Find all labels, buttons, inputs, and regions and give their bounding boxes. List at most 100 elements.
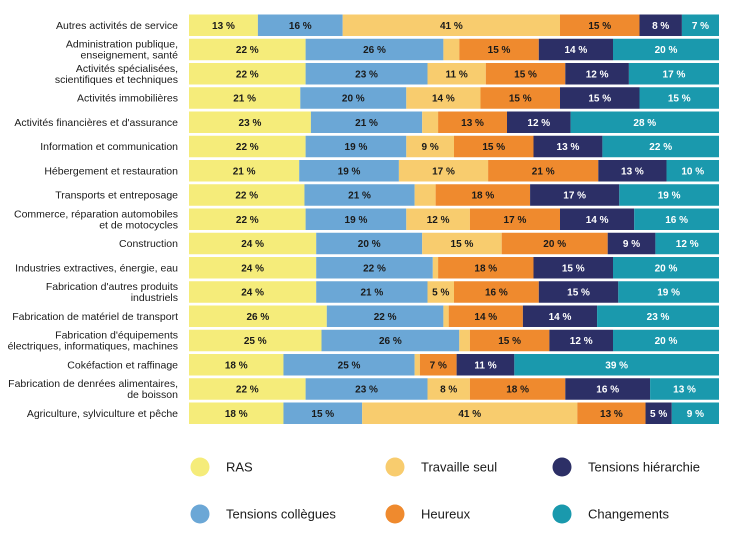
data-label: 15 % — [498, 336, 521, 347]
data-label: 12 % — [676, 239, 699, 250]
bar-segment-heureux — [448, 305, 523, 327]
bar-segment-ras — [189, 38, 306, 61]
bar-segment-tensions-collegues — [305, 378, 428, 400]
data-label: 23 % — [355, 385, 378, 396]
data-label: 20 % — [358, 239, 381, 250]
bar-segment-heureux — [480, 87, 560, 109]
bar-segment-ras — [189, 402, 284, 424]
category-labels: Autres activités de service Administratio… — [8, 20, 179, 420]
bar-segment-tensions-hierarchie — [549, 329, 613, 352]
bar-segment-tensions-hierarchie — [456, 354, 515, 376]
data-label: 15 % — [567, 288, 590, 299]
data-label: 18 % — [225, 409, 248, 420]
data-label: 18 % — [471, 191, 494, 202]
data-label: 21 % — [532, 166, 555, 177]
data-label: 9 % — [422, 142, 439, 153]
bar-segment-heureux — [454, 135, 534, 158]
data-label: 10 % — [681, 166, 704, 177]
bar-segment-tensions-collegues — [316, 257, 433, 279]
data-label: 22 % — [374, 312, 397, 323]
data-label: 15 % — [451, 239, 474, 250]
bar-segment-tensions-hierarchie — [598, 160, 667, 182]
bar-segment-heureux — [501, 232, 608, 255]
data-label: 41 % — [458, 409, 481, 420]
bar-segment-tensions-hierarchie — [538, 281, 619, 303]
category-label: Agriculture, sylviculture et pêche — [27, 408, 178, 420]
bar-segment-tensions-hierarchie — [560, 87, 640, 109]
data-label: 8 % — [440, 385, 457, 396]
bar-segment-travaille-seul — [406, 87, 481, 109]
data-label: 26 % — [247, 312, 270, 323]
data-label: 22 % — [363, 263, 386, 274]
data-label: 23 % — [647, 312, 670, 323]
bar-segment-tensions-hierarchie — [533, 257, 613, 279]
bar-segment-changements — [666, 160, 719, 182]
bar-segment-tensions-collegues — [300, 87, 407, 109]
bar-segment-changements — [681, 14, 719, 36]
data-label: 25 % — [338, 360, 361, 371]
bar-segment-travaille-seul — [443, 305, 449, 327]
data-label: 24 % — [241, 288, 264, 299]
category-label: Fabrication d'équipements électriques, in… — [8, 330, 178, 353]
legend: RAS Travaille seul Tensions hiérarchie Tens… — [190, 457, 700, 524]
bar-segment-tensions-hierarchie — [560, 208, 635, 230]
category-label: Commerce, réparation automobiles et de mo… — [14, 208, 178, 231]
legend-item-ras: RAS — [190, 457, 253, 477]
data-label: 15 % — [488, 45, 511, 56]
category-label: Administration publique, enseignement, sa… — [66, 39, 178, 62]
category-label: Autres activités de service — [56, 20, 178, 32]
bar-segment-tensions-collegues — [304, 184, 415, 206]
bar-segment-travaille-seul — [406, 135, 454, 158]
bar-segment-travaille-seul — [398, 160, 489, 182]
legend-item-changements: Changements — [552, 504, 669, 524]
legend-label: Changements — [588, 507, 669, 522]
data-label: 11 % — [446, 69, 468, 80]
bar-segment-tensions-hierarchie — [645, 402, 672, 424]
bar-segment-heureux — [438, 111, 507, 133]
data-label: 22 % — [236, 385, 259, 396]
bar-segment-changements — [613, 38, 719, 61]
legend-swatch — [552, 457, 572, 477]
data-label: 8 % — [652, 21, 669, 32]
data-label: 22 % — [236, 45, 259, 56]
legend-item-travaille-seul: Travaille seul — [385, 457, 497, 477]
category-label: Information et communication — [40, 141, 178, 153]
data-label: 7 % — [430, 360, 447, 371]
data-label: 7 % — [692, 21, 709, 32]
category-label: Transports et entreposage — [55, 190, 178, 202]
bar-segment-tensions-collegues — [316, 281, 428, 303]
legend-item-heureux: Heureux — [385, 504, 471, 524]
data-label: 14 % — [432, 94, 455, 105]
data-label: 20 % — [655, 45, 678, 56]
legend-swatch — [385, 504, 405, 524]
data-label: 22 % — [235, 191, 258, 202]
data-label: 13 % — [600, 409, 623, 420]
bar-segment-ras — [189, 305, 327, 327]
data-label: 21 % — [348, 191, 371, 202]
data-label: 12 % — [527, 118, 550, 129]
data-label: 26 % — [363, 45, 386, 56]
data-label: 13 % — [557, 142, 580, 153]
category-label: Hébergement et restauration — [44, 165, 178, 177]
bar-segment-tensions-collegues — [299, 160, 399, 182]
bar-segment-travaille-seul — [427, 281, 454, 303]
bar-segment-changements — [618, 281, 719, 303]
data-label: 16 % — [485, 288, 508, 299]
legend-label: Tensions hiérarchie — [588, 460, 700, 475]
bar-segment-tensions-hierarchie — [507, 111, 571, 133]
bar-segment-heureux — [469, 208, 560, 230]
data-label: 12 % — [570, 336, 593, 347]
bar-segment-travaille-seul — [443, 38, 460, 61]
data-label: 25 % — [244, 336, 267, 347]
data-label: 18 % — [506, 385, 529, 396]
legend-swatch — [190, 504, 210, 524]
data-label: 24 % — [241, 239, 264, 250]
data-label: 5 % — [432, 288, 449, 299]
bar-segment-ras — [189, 135, 306, 158]
bar-segment-changements — [655, 232, 719, 255]
category-label: Cokéfaction et raffinage — [67, 359, 178, 371]
data-label: 19 % — [338, 166, 361, 177]
legend-label: Heureux — [421, 507, 471, 522]
data-label: 17 % — [563, 191, 586, 202]
